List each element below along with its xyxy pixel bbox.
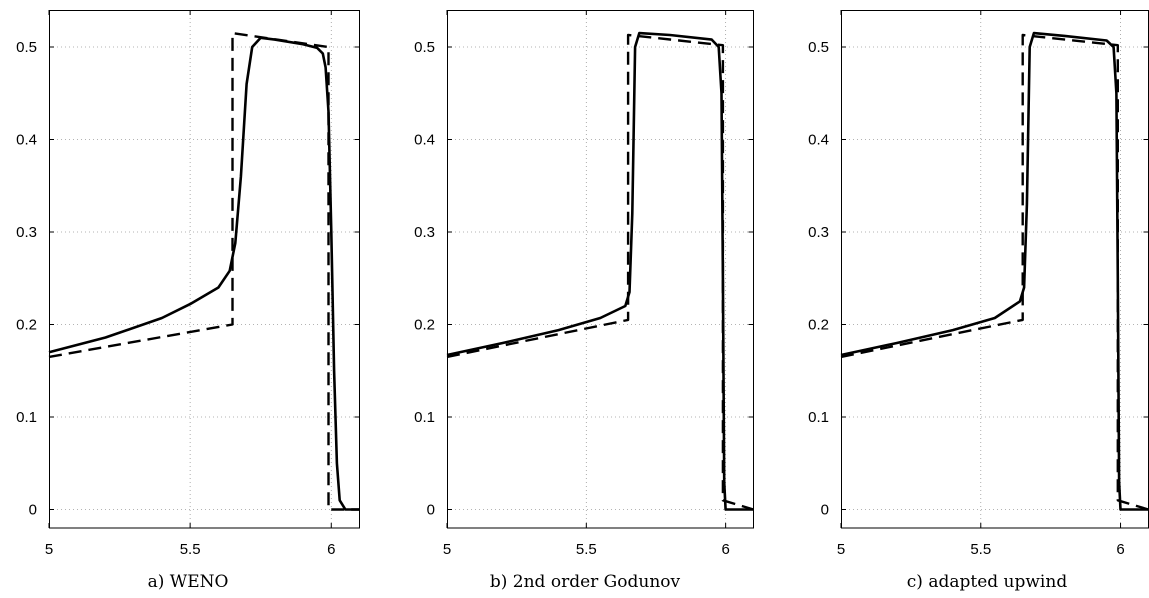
y-tick-label: 0.3	[16, 224, 37, 241]
y-tick-label: 0.2	[808, 317, 829, 334]
y-tick-label: 0.2	[16, 317, 37, 334]
y-tick-label: 0.3	[808, 224, 829, 241]
x-tick-label: 5	[837, 541, 845, 558]
solid-series-line-adapted-upwind	[840, 31, 1149, 511]
solid-series-line-godunov	[446, 31, 754, 511]
x-tick-label: 5	[45, 541, 53, 558]
solid-series-line-weno	[48, 36, 360, 511]
y-tick-label: 0.1	[808, 409, 829, 426]
y-tick-label: 0.5	[414, 39, 435, 56]
y-tick-label: 0.3	[414, 224, 435, 241]
x-tick-label: 5.5	[576, 541, 597, 558]
panel-weno: a) WENO 0 0.1 0.2 0.3 0.4 0.5 5 5.5 6	[16, 10, 360, 592]
y-tick-label: 0	[427, 502, 435, 519]
y-tick-label: 0.4	[414, 132, 435, 149]
x-tick-label: 5.5	[180, 541, 201, 558]
y-tick-label: 0.1	[16, 409, 37, 426]
y-tick-label: 0	[821, 502, 829, 519]
plot-frame	[49, 10, 360, 529]
dashed-series-line-weno	[48, 31, 360, 511]
y-tick-label: 0	[29, 502, 37, 519]
panel-adapted-upwind: c) adapted upwind 0 0.1 0.2 0.3 0.4 0.5 5 5.5 6	[808, 10, 1149, 592]
y-tick-label: 0.2	[414, 317, 435, 334]
x-tick-label: 6	[1116, 541, 1124, 558]
y-tick-label: 0.4	[16, 132, 37, 149]
y-tick-label: 0.5	[808, 39, 829, 56]
x-tick-label: 5	[443, 541, 451, 558]
caption-adapted-upwind: c) adapted upwind	[907, 572, 1068, 592]
caption-godunov: b) 2nd order Godunov	[490, 572, 681, 592]
plot-frame	[841, 10, 1149, 529]
dashed-series-line-adapted-upwind	[840, 33, 1149, 511]
y-tick-label: 0.5	[16, 39, 37, 56]
y-tick-label: 0.4	[808, 132, 829, 149]
plot-frame	[447, 10, 754, 529]
panel-godunov: b) 2nd order Godunov 0 0.1 0.2 0.3 0.4 0.5 5 5.…	[414, 10, 754, 592]
dashed-series-line-godunov	[446, 33, 754, 511]
x-tick-label: 6	[721, 541, 729, 558]
y-tick-label: 0.1	[414, 409, 435, 426]
x-tick-label: 6	[327, 541, 335, 558]
x-tick-label: 5.5	[970, 541, 991, 558]
caption-weno: a) WENO	[148, 572, 229, 592]
